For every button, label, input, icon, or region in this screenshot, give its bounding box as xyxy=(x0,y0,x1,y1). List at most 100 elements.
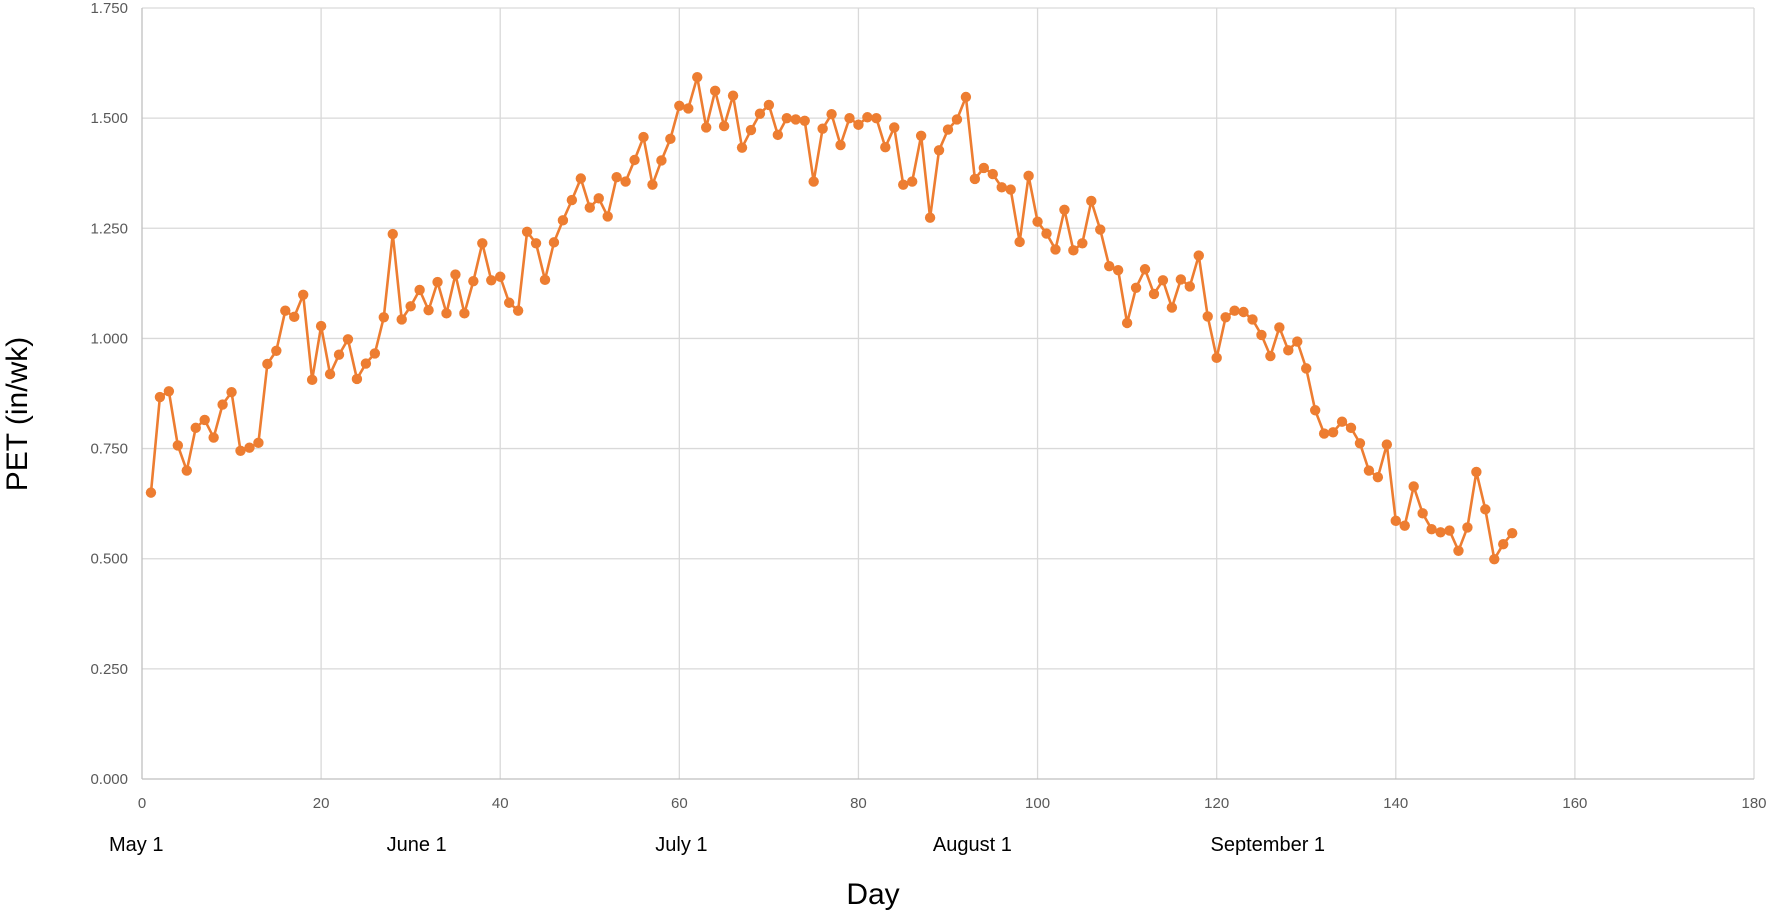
data-point xyxy=(1444,525,1455,536)
y-tick-label: 1.500 xyxy=(90,110,128,127)
data-point xyxy=(495,271,506,282)
data-point xyxy=(324,368,336,380)
data-point xyxy=(557,215,569,226)
x-tick-label: 60 xyxy=(671,795,688,812)
data-point xyxy=(333,349,345,360)
data-point xyxy=(360,358,372,369)
data-point xyxy=(575,173,587,184)
data-point xyxy=(871,112,882,124)
month-label: May 1 xyxy=(109,834,163,856)
data-point xyxy=(306,374,318,386)
data-point xyxy=(1265,350,1276,362)
data-point xyxy=(1453,545,1464,556)
data-point xyxy=(1363,465,1375,476)
data-point xyxy=(1202,311,1213,322)
data-point xyxy=(844,112,855,124)
data-point xyxy=(387,228,398,240)
data-point xyxy=(933,145,945,156)
tick-labels: 0.000 0.250 0.500 0.750 1.000 1.250 1.500 1.750… xyxy=(90,0,1766,812)
data-point xyxy=(1247,314,1258,325)
data-point xyxy=(423,305,434,316)
data-point xyxy=(1121,317,1133,329)
data-point xyxy=(835,139,846,151)
data-point xyxy=(1435,527,1446,538)
y-tick-label: 0.500 xyxy=(90,551,128,568)
data-point xyxy=(512,305,524,316)
data-point xyxy=(1166,302,1178,313)
data-point xyxy=(1426,523,1437,535)
data-point xyxy=(1417,508,1428,519)
data-point xyxy=(665,133,676,145)
data-point xyxy=(226,386,237,398)
data-point xyxy=(208,432,219,443)
data-point xyxy=(826,108,837,120)
data-point xyxy=(1068,245,1079,256)
data-point xyxy=(1005,184,1016,195)
data-point xyxy=(790,114,801,125)
data-point xyxy=(548,237,560,248)
data-point xyxy=(271,345,282,356)
data-point xyxy=(906,176,918,187)
data-point xyxy=(1327,427,1339,438)
data-point xyxy=(808,176,819,187)
data-point xyxy=(889,122,900,133)
data-point xyxy=(521,226,533,238)
x-tick-label: 180 xyxy=(1741,795,1766,812)
data-point xyxy=(1372,472,1384,483)
data-point xyxy=(1354,438,1366,449)
data-point xyxy=(763,99,775,111)
data-point xyxy=(996,182,1007,193)
data-point xyxy=(253,437,264,449)
data-point xyxy=(145,487,157,498)
x-tick-label: 100 xyxy=(1025,795,1050,812)
data-point xyxy=(1292,336,1303,347)
month-label: September 1 xyxy=(1211,834,1326,856)
data-point xyxy=(566,194,578,206)
data-point xyxy=(1104,260,1115,272)
data-point xyxy=(593,193,604,204)
data-point xyxy=(781,112,792,124)
data-point xyxy=(1507,527,1518,539)
data-point xyxy=(1390,515,1401,527)
data-point xyxy=(378,312,389,323)
data-point xyxy=(1489,553,1500,565)
data-point xyxy=(754,108,766,119)
data-point xyxy=(486,275,497,286)
data-point xyxy=(1086,195,1097,207)
data-point xyxy=(503,297,515,308)
data-point xyxy=(405,301,416,312)
x-tick-label: 40 xyxy=(492,795,509,812)
data-point xyxy=(1157,275,1169,286)
data-point xyxy=(351,373,363,385)
data-point xyxy=(1408,481,1419,492)
data-point xyxy=(468,275,479,287)
data-point xyxy=(414,284,425,296)
data-point xyxy=(736,142,748,153)
data-point xyxy=(163,386,175,397)
data-point xyxy=(638,131,649,143)
data-point xyxy=(656,155,667,166)
y-tick-label: 1.000 xyxy=(90,330,128,347)
data-point xyxy=(1023,170,1034,182)
y-tick-label: 1.750 xyxy=(90,0,128,17)
data-point xyxy=(1032,216,1043,227)
data-point xyxy=(1309,405,1321,416)
data-point xyxy=(915,130,927,141)
data-point xyxy=(298,289,309,301)
data-point xyxy=(181,465,192,476)
series-pet xyxy=(145,71,1518,565)
data-point xyxy=(1112,264,1124,276)
data-point xyxy=(1498,538,1509,550)
y-axis-title: PET (in/wk) xyxy=(1,337,34,491)
data-point xyxy=(1471,466,1482,478)
data-point xyxy=(1077,238,1088,249)
data-point xyxy=(1229,305,1240,316)
data-point xyxy=(199,414,210,426)
data-point xyxy=(1381,439,1393,450)
data-point xyxy=(539,274,551,286)
data-point xyxy=(647,179,658,190)
data-point xyxy=(441,308,452,319)
data-point xyxy=(1095,224,1106,235)
data-point xyxy=(1256,329,1267,341)
